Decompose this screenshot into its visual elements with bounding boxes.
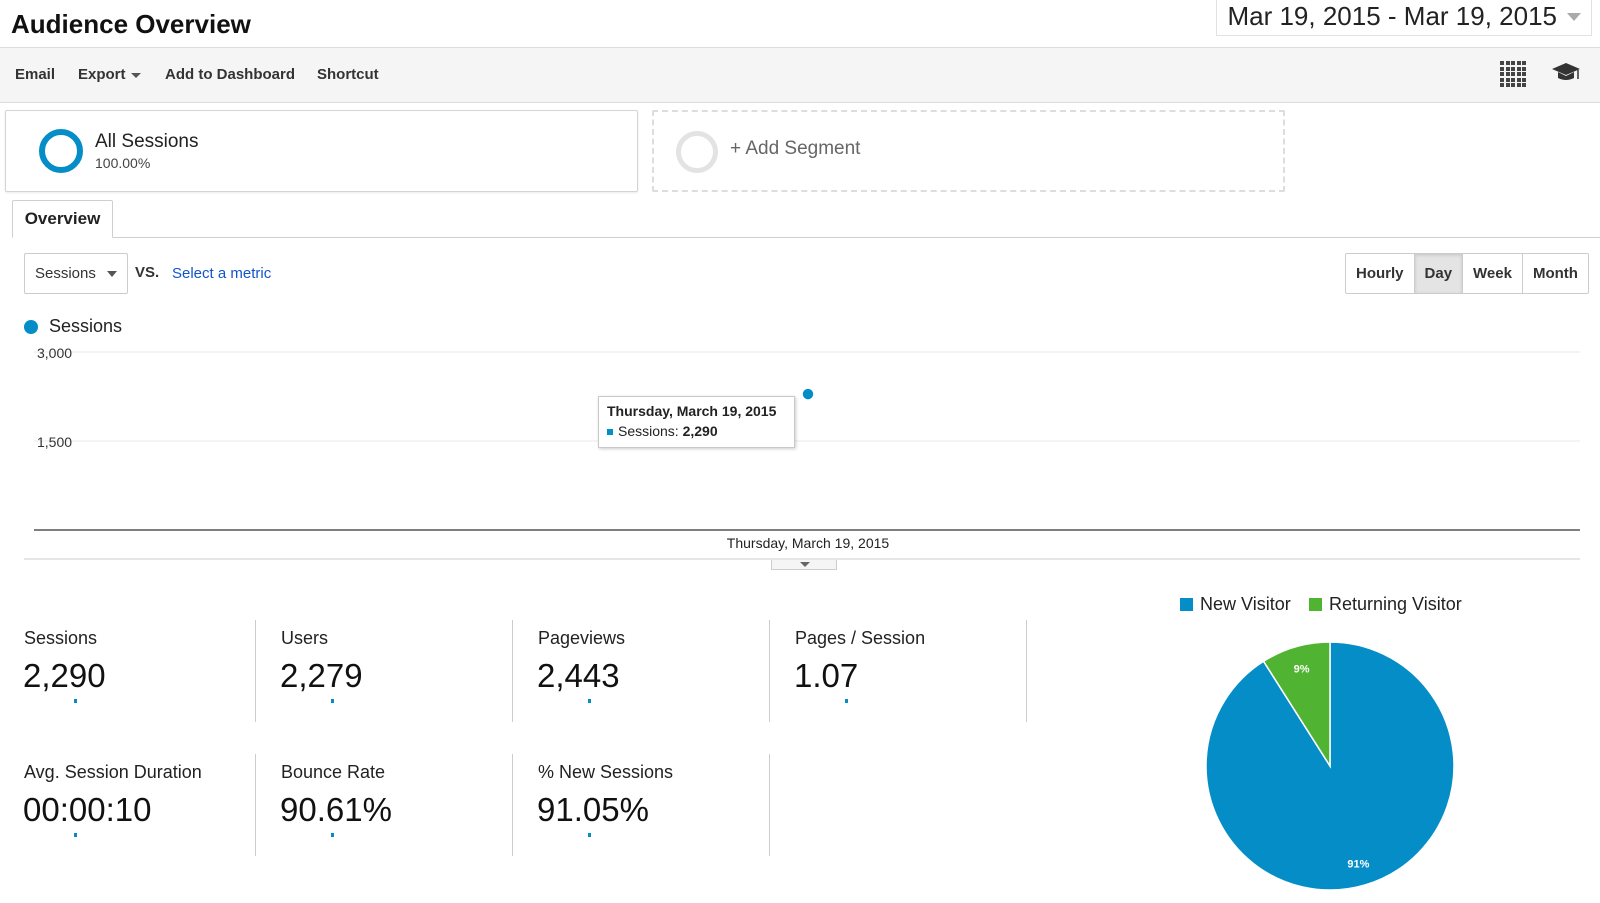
tooltip-title: Thursday, March 19, 2015 — [607, 403, 777, 419]
email-button[interactable]: Email — [15, 66, 56, 83]
pie-slice-label: 91% — [1347, 859, 1369, 871]
page-title: Audience Overview — [11, 9, 251, 39]
scorecard-label: Avg. Session Duration — [24, 762, 202, 782]
segment-ring-icon — [39, 129, 83, 173]
chart-tooltip: Thursday, March 19, 2015 Sessions: 2,290 — [598, 396, 795, 448]
scorecard-pages-per-session[interactable]: Pages / Session 1.07 — [771, 620, 1027, 722]
scorecard-label: Pages / Session — [795, 628, 926, 648]
divider — [255, 754, 256, 856]
visitor-type-pie-chart: 91% 9% — [1205, 641, 1455, 891]
scorecard-value: 1.07 — [794, 657, 859, 694]
grid-icon[interactable] — [1500, 61, 1526, 87]
y-tick-label: 3,000 — [37, 345, 72, 361]
sparkline — [331, 699, 334, 703]
sparkline — [588, 833, 591, 837]
sessions-legend-dot — [24, 320, 38, 334]
add-to-dashboard-button[interactable]: Add to Dashboard — [165, 66, 295, 83]
primary-metric-label: Sessions — [35, 265, 96, 282]
scorecard-label: Pageviews — [538, 628, 626, 648]
series-square-icon — [607, 429, 613, 436]
graduation-cap-icon[interactable] — [1550, 60, 1582, 86]
add-segment-label: + Add Segment — [730, 138, 861, 159]
tooltip-label: Sessions: — [618, 423, 679, 439]
scorecard-pageviews[interactable]: Pageviews 2,443 — [514, 620, 770, 722]
pie-legend-returning-visitor: Returning Visitor — [1309, 594, 1462, 615]
legend-square-icon — [1180, 598, 1193, 611]
page-header: Audience Overview Mar 19, 2015 - Mar 19,… — [0, 0, 1600, 48]
divider — [1026, 620, 1027, 722]
vs-label: VS. — [135, 264, 160, 281]
add-segment-button[interactable]: + Add Segment — [652, 110, 1285, 192]
tab-divider — [12, 237, 1600, 238]
legend-label: Returning Visitor — [1329, 594, 1462, 614]
chevron-down-icon — [800, 562, 810, 567]
primary-metric-select[interactable]: Sessions — [24, 253, 128, 294]
date-range-text: Mar 19, 2015 - Mar 19, 2015 — [1227, 1, 1557, 31]
period-hourly-button[interactable]: Hourly — [1356, 265, 1404, 282]
scorecard-label: Sessions — [24, 628, 98, 648]
pie-slice-label: 9% — [1294, 663, 1310, 675]
tooltip-line: Sessions: 2,290 — [607, 423, 786, 439]
empty-ring-icon — [676, 131, 718, 173]
segment-name: All Sessions — [95, 131, 199, 152]
x-tick-label: Thursday, March 19, 2015 — [727, 535, 890, 551]
sparkline — [74, 699, 77, 703]
chart-collapse-handle[interactable] — [771, 560, 837, 570]
export-button[interactable]: Export — [78, 66, 141, 83]
sessions-legend-label: Sessions — [49, 316, 123, 336]
scorecard-value: 2,279 — [280, 657, 363, 694]
scorecard-value: 2,443 — [537, 657, 620, 694]
divider — [769, 754, 770, 856]
pie-legend-new-visitor: New Visitor — [1180, 594, 1291, 615]
divider — [769, 620, 770, 722]
y-tick-label: 1,500 — [37, 434, 72, 450]
period-day-button[interactable]: Day — [1413, 254, 1463, 293]
segment-percent: 100.00% — [95, 155, 151, 171]
sparkline — [845, 699, 848, 703]
scorecard-value: 00:00:10 — [23, 791, 152, 828]
sparkline — [74, 833, 77, 837]
scorecard-avg-session-duration[interactable]: Avg. Session Duration 00:00:10 — [0, 754, 256, 856]
date-range-picker[interactable]: Mar 19, 2015 - Mar 19, 2015 — [1216, 0, 1592, 36]
scorecard-label: % New Sessions — [538, 762, 674, 782]
scorecard-new-sessions[interactable]: % New Sessions 91.05% — [514, 754, 770, 856]
period-week-button[interactable]: Week — [1462, 254, 1522, 293]
legend-square-icon — [1309, 598, 1322, 611]
legend-label: New Visitor — [1200, 594, 1291, 614]
divider — [255, 620, 256, 722]
data-point — [801, 387, 815, 401]
sparkline — [331, 833, 334, 837]
scorecard-sessions[interactable]: Sessions 2,290 — [0, 620, 256, 722]
divider — [512, 620, 513, 722]
scorecard-label: Bounce Rate — [281, 762, 386, 782]
pie-slice-returning-visitor[interactable] — [1262, 641, 1331, 769]
report-toolbar: Email Export Add to Dashboard Shortcut — [0, 48, 1600, 103]
chevron-down-icon — [107, 271, 117, 277]
scorecard-bounce-rate[interactable]: Bounce Rate 90.61% — [257, 754, 513, 856]
scorecard-value: 2,290 — [23, 657, 106, 694]
scorecard-label: Users — [281, 628, 329, 648]
tooltip-value: 2,290 — [682, 423, 718, 439]
select-metric-link[interactable]: Select a metric — [172, 265, 272, 282]
scorecard-value: 90.61% — [280, 791, 392, 828]
tab-overview[interactable]: Overview — [12, 200, 113, 238]
chevron-down-icon — [130, 72, 141, 78]
sparkline — [588, 699, 591, 703]
scorecard-users[interactable]: Users 2,279 — [257, 620, 513, 722]
shortcut-button[interactable]: Shortcut — [317, 66, 379, 83]
sessions-line-chart: 3,000 1,500 Thursday, March 19, 2015 — [24, 345, 1580, 560]
period-month-button[interactable]: Month — [1521, 254, 1588, 293]
segment-all-sessions[interactable]: All Sessions 100.00% — [5, 110, 638, 192]
export-label: Export — [78, 66, 126, 83]
scorecard-value: 91.05% — [537, 791, 649, 828]
period-toggle: Hourly Day Week Month — [1345, 253, 1589, 294]
divider — [512, 754, 513, 856]
chevron-down-icon — [1567, 13, 1581, 21]
